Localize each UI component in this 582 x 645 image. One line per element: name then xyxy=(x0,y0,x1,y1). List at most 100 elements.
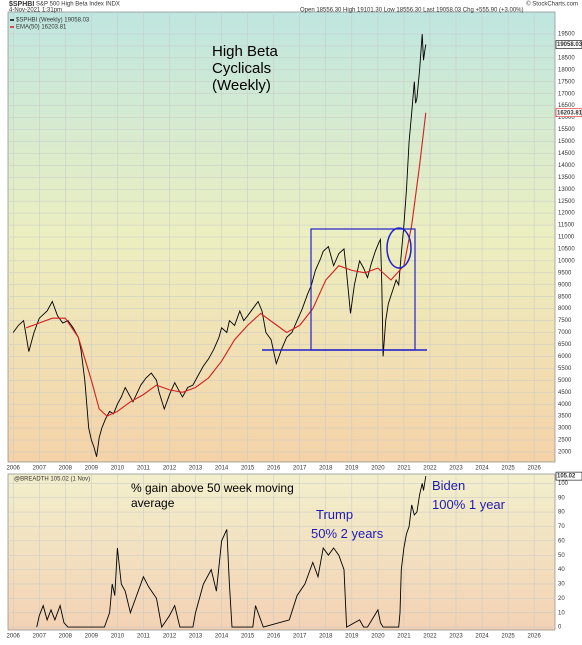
x-tick-label: 2020 xyxy=(371,466,385,472)
highlight-circle xyxy=(386,227,412,269)
y-tick-label: 11500 xyxy=(558,223,575,229)
y-tick-label: 18000 xyxy=(558,67,575,73)
y-tick-label: 10000 xyxy=(558,258,575,264)
x-tick-label: 2010 xyxy=(111,634,125,640)
x-tick-label: 2007 xyxy=(33,634,47,640)
y-tick-label: 3500 xyxy=(558,414,572,420)
x-tick-label: 2024 xyxy=(475,634,489,640)
y-tick-label: 12000 xyxy=(558,211,575,217)
y-tick-label: 6500 xyxy=(558,342,572,348)
y-tick-label: 10 xyxy=(558,610,565,616)
x-tick-label: 2013 xyxy=(189,634,203,640)
last-value-label: 16203.81 xyxy=(557,110,582,116)
x-tick-label: 2010 xyxy=(111,466,125,472)
x-tick-label: 2026 xyxy=(527,466,541,472)
y-tick-label: 15500 xyxy=(558,127,575,133)
last-value-label: 19058.03 xyxy=(557,42,582,48)
annotation: average xyxy=(131,496,175,510)
x-tick-label: 2011 xyxy=(137,634,151,640)
x-tick-label: 2020 xyxy=(371,634,385,640)
panel-title: @BREADTH 105.02 (1 Nov) xyxy=(14,477,90,483)
annotation: Trump xyxy=(316,507,353,522)
y-tick-label: 40 xyxy=(558,567,565,573)
x-tick-label: 2016 xyxy=(267,634,281,640)
date: 4-Nov-2021 1:31pm xyxy=(9,8,62,14)
y-tick-label: 16500 xyxy=(558,103,575,109)
x-tick-label: 2023 xyxy=(449,634,463,640)
x-tick-label: 2024 xyxy=(475,466,489,472)
x-tick-label: 2023 xyxy=(449,466,463,472)
y-tick-label: 12500 xyxy=(558,199,575,205)
y-tick-label: 2000 xyxy=(558,450,572,456)
y-tick-label: 50 xyxy=(558,553,565,559)
x-tick-label: 2018 xyxy=(319,466,333,472)
annotation: % gain above 50 week moving xyxy=(131,481,294,495)
x-tick-label: 2008 xyxy=(59,466,73,472)
x-tick-label: 2025 xyxy=(501,466,515,472)
annotation: (Weekly) xyxy=(212,77,271,94)
y-tick-label: 17500 xyxy=(558,79,575,85)
annotation: 50% 2 years xyxy=(311,526,384,541)
x-tick-label: 2012 xyxy=(163,466,177,472)
y-tick-label: 18500 xyxy=(558,55,575,61)
y-tick-label: 100 xyxy=(558,481,569,487)
x-tick-label: 2015 xyxy=(241,634,255,640)
description: S&P 500 High Beta Index INDX xyxy=(36,2,120,8)
y-tick-label: 5000 xyxy=(558,378,572,384)
breadth-panel xyxy=(7,473,556,631)
x-tick-label: 2006 xyxy=(7,634,21,640)
y-tick-label: 20 xyxy=(558,596,565,602)
series-line xyxy=(26,112,427,417)
x-tick-label: 2025 xyxy=(501,634,515,640)
y-tick-label: 5500 xyxy=(558,366,572,372)
x-tick-label: 2026 xyxy=(527,634,541,640)
y-tick-label: 14000 xyxy=(558,163,575,169)
annotation: Biden xyxy=(432,478,465,493)
y-tick-label: 8500 xyxy=(558,294,572,300)
legend-label: $SPHBI (Weekly) 19058.03 xyxy=(16,18,90,24)
series-line xyxy=(12,33,427,457)
x-tick-label: 2007 xyxy=(33,466,47,472)
last-value-box xyxy=(555,40,582,49)
y-tick-label: 9000 xyxy=(558,282,572,288)
y-tick-label: 30 xyxy=(558,582,565,588)
x-tick-label: 2019 xyxy=(345,466,359,472)
x-tick-label: 2018 xyxy=(319,634,333,640)
y-tick-label: 60 xyxy=(558,538,565,544)
y-tick-label: 6000 xyxy=(558,354,572,360)
y-tick-label: 11000 xyxy=(558,235,575,241)
x-tick-label: 2012 xyxy=(163,634,177,640)
symbol: $SPHBI xyxy=(9,1,34,8)
x-tick-label: 2014 xyxy=(215,466,229,472)
y-tick-label: 15000 xyxy=(558,139,575,145)
annotation: High Beta xyxy=(212,43,279,60)
x-tick-label: 2009 xyxy=(85,634,99,640)
y-tick-label: 8000 xyxy=(558,306,572,312)
y-tick-label: 2500 xyxy=(558,438,572,444)
y-tick-label: 14500 xyxy=(558,151,575,157)
y-tick-label: 16000 xyxy=(558,115,575,121)
annotation: Cyclicals xyxy=(212,60,271,77)
y-tick-label: 17000 xyxy=(558,91,575,97)
x-tick-label: 2015 xyxy=(241,466,255,472)
y-tick-label: 19500 xyxy=(558,32,575,38)
series-line xyxy=(36,476,427,629)
x-tick-label: 2011 xyxy=(137,466,151,472)
last-value-box xyxy=(555,108,582,118)
y-tick-label: 13000 xyxy=(558,187,575,193)
x-tick-label: 2008 xyxy=(59,634,73,640)
y-tick-label: 80 xyxy=(558,510,565,516)
source: © StockCharts.com xyxy=(526,1,578,8)
x-tick-label: 2022 xyxy=(423,634,437,640)
y-tick-label: 70 xyxy=(558,524,565,530)
last-value-label: 105.02 xyxy=(557,474,576,480)
y-tick-label: 13500 xyxy=(558,175,575,181)
x-tick-label: 2017 xyxy=(293,466,307,472)
annotation: 100% 1 year xyxy=(432,497,506,512)
x-tick-label: 2022 xyxy=(423,466,437,472)
y-tick-label: 7000 xyxy=(558,330,572,336)
y-tick-label: 90 xyxy=(558,495,565,501)
x-tick-label: 2021 xyxy=(397,466,411,472)
last-value-box xyxy=(555,471,582,481)
